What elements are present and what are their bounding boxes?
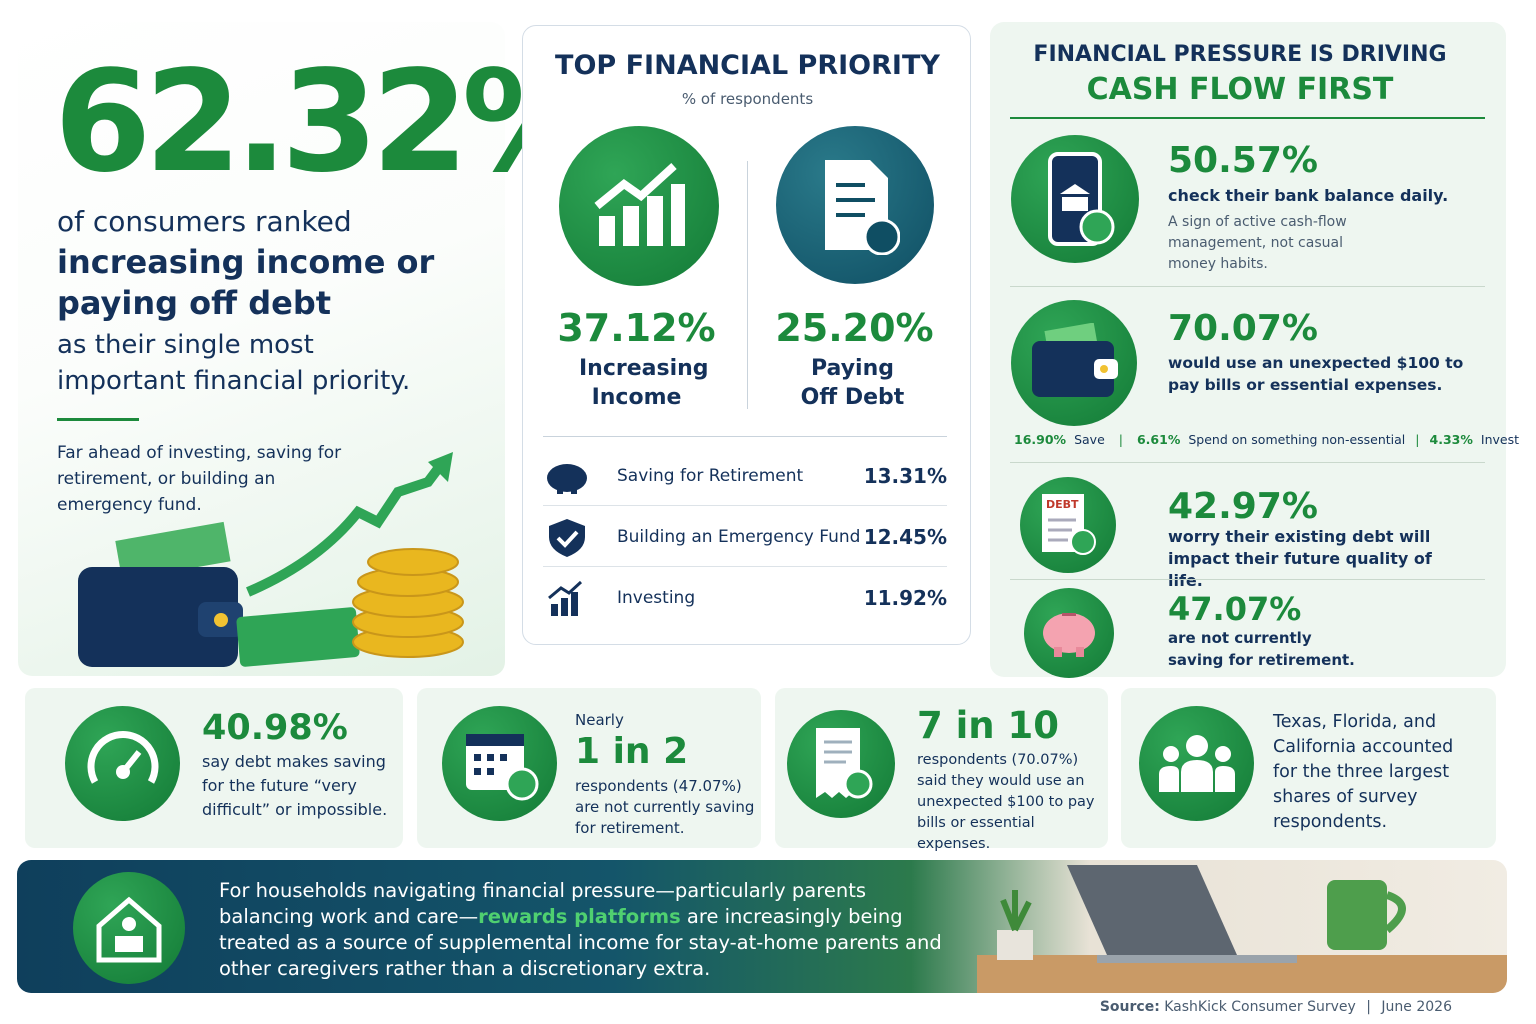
- card-text: say debt makes saving for the future “ve…: [202, 752, 388, 819]
- stat-value: 47.07%: [1168, 590, 1302, 628]
- calendar-icon: [442, 706, 557, 821]
- gauge-icon: [65, 706, 180, 821]
- banner: For households navigating financial pres…: [17, 860, 1507, 993]
- separator: |: [1118, 432, 1123, 447]
- divider: [1010, 286, 1485, 287]
- divider: [1010, 462, 1485, 463]
- priority-subtitle: % of respondents: [681, 90, 814, 108]
- desk-illustration: [977, 865, 1507, 993]
- stat-card: 7 in 10 respondents (70.07%) said they w…: [775, 688, 1108, 852]
- breakdown-label: Invest: [1480, 432, 1520, 447]
- card-value: 1 in 2: [575, 731, 689, 772]
- stat-value: 42.97%: [1168, 486, 1318, 527]
- people-icon: [1139, 706, 1254, 821]
- hero-line: as their single most important financial…: [57, 330, 411, 396]
- divider: [57, 418, 139, 421]
- hero-note: Far ahead of investing, saving for retir…: [57, 443, 342, 515]
- stat-card: 40.98% say debt makes saving for the fut…: [25, 688, 403, 848]
- money-illustration: [78, 452, 464, 667]
- debt-doc-icon: DEBT: [1020, 477, 1116, 573]
- banner-text-part: For households navigating financial pres…: [219, 879, 866, 928]
- stat-card: Nearly 1 in 2 respondents (47.07%) are n…: [417, 688, 761, 848]
- breakdown-label: Save: [1074, 432, 1105, 447]
- stat-text: check their bank balance daily.: [1168, 186, 1449, 205]
- separator: |: [1415, 432, 1420, 447]
- breakdown: 16.90% Save | 6.61% Spend on something non…: [1014, 432, 1519, 447]
- row-value: 11.92%: [863, 586, 947, 610]
- source-label: Source:: [1099, 999, 1160, 1015]
- row-label: Investing: [617, 588, 696, 608]
- divider: [747, 161, 748, 409]
- source-date: June 2026: [1381, 999, 1452, 1015]
- card-lead: Nearly: [575, 711, 624, 729]
- source: Source: KashKick Consumer Survey | June …: [1100, 999, 1452, 1015]
- stat-value: 70.07%: [1168, 308, 1318, 349]
- breakdown-value: 6.61%: [1136, 432, 1181, 447]
- top-value: 37.12%: [557, 306, 716, 350]
- row-value: 12.45%: [863, 524, 947, 549]
- divider: [543, 436, 947, 437]
- priority-panel: TOP FINANCIAL PRIORITY % of respondents …: [522, 25, 971, 645]
- stat-text: worry their existing debt will impact th…: [1168, 527, 1432, 590]
- row-value: 13.31%: [863, 463, 947, 488]
- hero-bold: increasing income or paying off debt: [57, 243, 435, 322]
- divider: [1010, 579, 1485, 580]
- shield-icon: [549, 518, 585, 557]
- top-label: Paying Off Debt: [800, 356, 905, 410]
- piggy-icon: [1024, 588, 1114, 678]
- hero-line: of consumers ranked: [57, 205, 352, 238]
- icon-label: DEBT: [1046, 498, 1079, 511]
- banner-text-part: are increasingly being treated as a sour…: [219, 905, 942, 980]
- separator: |: [1366, 999, 1371, 1015]
- row-label: Saving for Retirement: [617, 465, 804, 486]
- income-icon: [559, 126, 719, 286]
- hero-panel: 62.32% of consumers ranked increasing in…: [18, 22, 602, 676]
- banner-highlight: rewards platforms: [478, 905, 681, 928]
- card-text: respondents (70.07%) said they would use…: [917, 752, 1095, 852]
- banner-text: For households navigating financial pres…: [219, 878, 959, 982]
- top-value: 25.20%: [775, 306, 934, 350]
- row-label: Building an Emergency Fund: [617, 526, 861, 547]
- priority-row: Building an Emergency Fund 12.45%: [543, 507, 947, 567]
- hero-stat: 62.32%: [54, 41, 602, 204]
- card-value: 40.98%: [202, 708, 348, 748]
- stat-card: Texas, Florida, and California accounted…: [1121, 688, 1496, 848]
- stat-value: 50.57%: [1168, 140, 1318, 181]
- pressure-title: FINANCIAL PRESSURE IS DRIVING: [1033, 42, 1447, 67]
- stat-note: A sign of active cash-flow management, n…: [1168, 214, 1347, 272]
- source-text: KashKick Consumer Survey: [1164, 999, 1356, 1015]
- card-text: respondents (47.07%) are not currently s…: [575, 777, 755, 837]
- phone-icon: [1011, 135, 1139, 263]
- stat-text: are not currently saving for retirement.: [1168, 629, 1355, 669]
- receipt-icon: [787, 710, 895, 818]
- priority-title: TOP FINANCIAL PRIORITY: [555, 50, 940, 81]
- breakdown-label: Spend on something non-essential: [1188, 432, 1406, 447]
- breakdown-value: 16.90%: [1014, 432, 1067, 447]
- divider: [1010, 117, 1485, 119]
- wallet-icon: [1011, 300, 1137, 426]
- top-label: Increasing Income: [579, 356, 709, 410]
- card-text: Texas, Florida, and California accounted…: [1273, 712, 1454, 832]
- pressure-panel: FINANCIAL PRESSURE IS DRIVING CASH FLOW …: [990, 22, 1519, 678]
- priority-row: Investing 11.92%: [543, 568, 947, 628]
- card-value: 7 in 10: [917, 704, 1060, 747]
- priority-row: Saving for Retirement 13.31%: [543, 446, 947, 506]
- pressure-highlight: CASH FLOW FIRST: [1086, 72, 1394, 107]
- home-icon: [73, 872, 185, 984]
- breakdown-value: 4.33%: [1429, 432, 1473, 447]
- debt-icon: [776, 126, 934, 284]
- invest-icon: [548, 580, 583, 616]
- stat-text: would use an unexpected $100 to pay bill…: [1168, 354, 1464, 394]
- piggy-icon: [547, 463, 587, 494]
